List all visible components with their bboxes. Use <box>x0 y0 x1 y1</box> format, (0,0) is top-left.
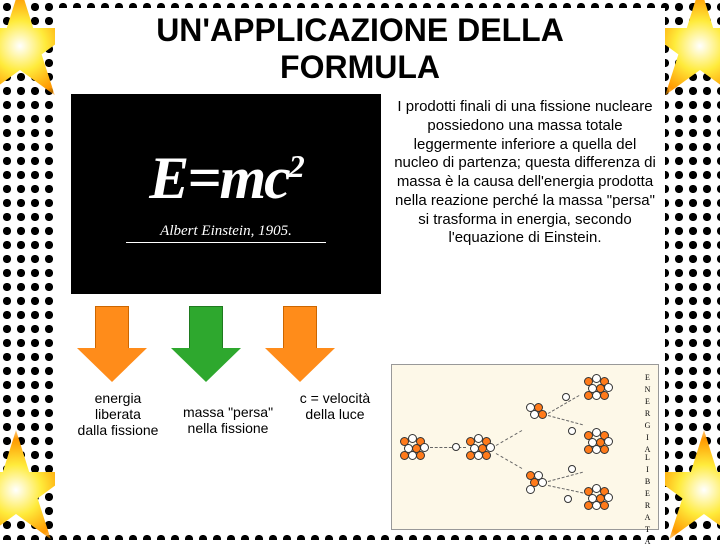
equation-author: Albert Einstein, 1905. <box>160 223 292 240</box>
free-neutron <box>564 495 572 503</box>
free-neutron <box>562 393 570 401</box>
burst-decoration <box>0 6 60 86</box>
proton <box>538 410 547 419</box>
vertical-label-liberata: LIBERATA <box>643 453 652 549</box>
trajectory-line <box>496 430 522 446</box>
trajectory-line <box>548 472 583 482</box>
down-arrow <box>265 306 335 382</box>
description-paragraph: I prodotti finali di una fissione nuclea… <box>390 98 660 248</box>
label-energia: energia liberata dalla fissione <box>65 390 171 438</box>
einstein-equation-box: E=mc2 Albert Einstein, 1905. <box>71 94 381 294</box>
title-line-1: UN'APPLICAZIONE DELLA <box>156 12 564 48</box>
burst-decoration <box>0 450 56 530</box>
proton <box>600 391 609 400</box>
proton <box>600 445 609 454</box>
title-line-2: FORMULA <box>280 49 440 85</box>
neutron <box>526 485 535 494</box>
neutron <box>538 478 547 487</box>
burst-decoration <box>664 450 720 530</box>
trajectory-line <box>430 447 466 448</box>
fission-diagram: ENERGIA LIBERATA <box>391 364 659 530</box>
free-neutron <box>568 427 576 435</box>
down-arrow <box>77 306 147 382</box>
down-arrow <box>171 306 241 382</box>
trajectory-line <box>548 415 583 425</box>
slide-title: UN'APPLICAZIONE DELLA FORMULA <box>71 12 649 86</box>
trajectory-line <box>548 485 583 493</box>
equation-text: E=mc2 <box>149 144 303 213</box>
proton <box>600 501 609 510</box>
author-underline <box>126 242 326 243</box>
proton <box>482 451 491 460</box>
label-massa: massa "persa" nella fissione <box>171 404 285 438</box>
trajectory-line <box>496 453 522 469</box>
free-neutron <box>568 465 576 473</box>
free-neutron <box>452 443 460 451</box>
arrow-labels: energia liberata dalla fissione massa "p… <box>65 390 385 438</box>
burst-decoration <box>660 6 720 86</box>
label-velocita: c = velocità della luce <box>285 390 385 438</box>
arrows-row <box>77 306 335 382</box>
content-panel: UN'APPLICAZIONE DELLA FORMULA E=mc2 Albe… <box>55 8 665 532</box>
proton <box>416 451 425 460</box>
vertical-label-energia: ENERGIA <box>643 373 652 457</box>
